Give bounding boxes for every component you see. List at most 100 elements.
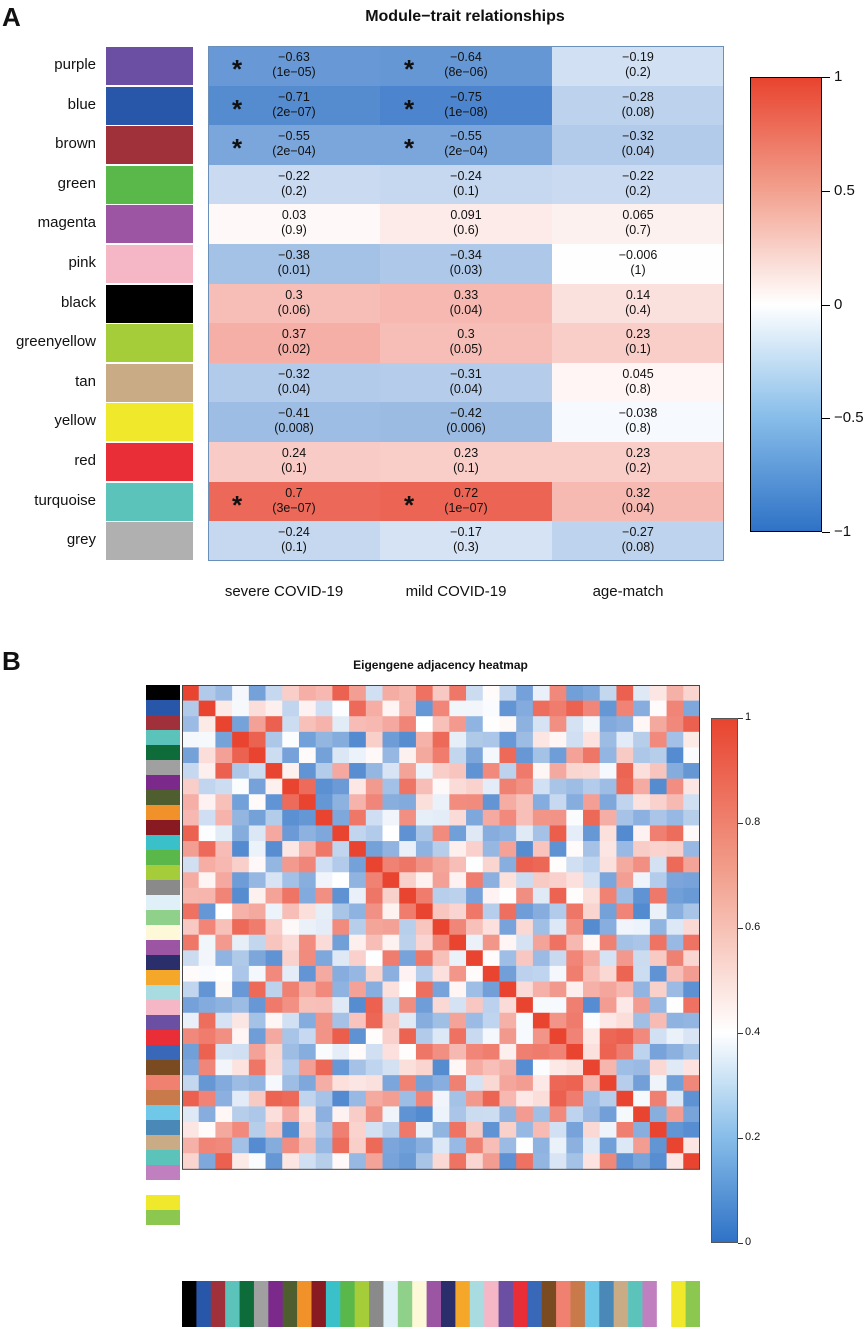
adjacency-cell bbox=[282, 1028, 300, 1045]
adjacency-cell bbox=[566, 1090, 584, 1107]
adjacency-cell bbox=[466, 1090, 484, 1107]
adjacency-cell bbox=[282, 1137, 300, 1154]
adjacency-cell bbox=[382, 716, 400, 733]
adjacency-cell bbox=[382, 919, 400, 936]
adjacency-cell bbox=[583, 981, 601, 998]
adjacency-cell bbox=[599, 747, 617, 764]
adjacency-cell bbox=[265, 997, 283, 1014]
cell-value: 0.37 bbox=[281, 327, 307, 342]
colorbar-tick-label: 0.4 bbox=[745, 1026, 761, 1038]
adjacency-cell bbox=[349, 1121, 367, 1138]
adjacency-cell bbox=[649, 1012, 667, 1029]
cell-pvalue: (0.1) bbox=[453, 461, 479, 475]
adjacency-cell bbox=[349, 1090, 367, 1107]
adjacency-cell bbox=[265, 778, 283, 795]
adjacency-cell bbox=[399, 1153, 417, 1170]
adjacency-cell bbox=[466, 1137, 484, 1154]
adjacency-cell bbox=[232, 965, 250, 982]
adjacency-cell bbox=[232, 903, 250, 920]
adjacency-cell bbox=[399, 981, 417, 998]
adjacency-cell bbox=[449, 763, 467, 779]
adjacency-cell bbox=[415, 1075, 433, 1092]
adjacency-cell bbox=[649, 934, 667, 951]
adjacency-cell bbox=[566, 1075, 584, 1092]
adjacency-cell bbox=[599, 700, 617, 717]
adjacency-cell bbox=[566, 747, 584, 764]
adjacency-cell bbox=[365, 997, 383, 1014]
cell-red-3: 0.23 (0.2) bbox=[552, 442, 724, 483]
adjacency-cell bbox=[683, 1090, 700, 1107]
adjacency-cell bbox=[232, 1075, 250, 1092]
adjacency-cell bbox=[232, 856, 250, 873]
significance-star: * bbox=[232, 93, 243, 124]
adjacency-cell bbox=[549, 1106, 567, 1123]
adjacency-cell bbox=[482, 747, 500, 764]
adjacency-cell bbox=[532, 809, 550, 826]
colorbar-tick-label: 0 bbox=[834, 295, 843, 313]
adjacency-cell bbox=[215, 1153, 233, 1170]
adjacency-cell bbox=[616, 1028, 634, 1045]
adjacency-cell bbox=[349, 887, 367, 904]
cell-blue-2: −0.75 (1e−08) bbox=[380, 85, 552, 126]
adjacency-cell bbox=[683, 1137, 700, 1154]
adjacency-cell bbox=[265, 950, 283, 967]
adjacency-cell bbox=[649, 825, 667, 842]
adjacency-cell bbox=[349, 1043, 367, 1060]
adjacency-cell bbox=[616, 1075, 634, 1092]
adjacency-cell bbox=[399, 1059, 417, 1076]
adjacency-cell bbox=[616, 1043, 634, 1060]
adjacency-cell bbox=[432, 747, 450, 764]
adjacency-cell bbox=[633, 997, 651, 1014]
adjacency-cell bbox=[649, 1153, 667, 1170]
adjacency-cell bbox=[449, 934, 467, 951]
adjacency-cell bbox=[282, 887, 300, 904]
adjacency-cell bbox=[265, 872, 283, 889]
module-color-bar bbox=[426, 1281, 442, 1327]
cell-pvalue: (8e−06) bbox=[444, 65, 488, 79]
adjacency-cell bbox=[182, 997, 200, 1014]
adjacency-cell bbox=[198, 1028, 216, 1045]
adjacency-cell bbox=[415, 763, 433, 779]
adjacency-cell bbox=[198, 778, 216, 795]
adjacency-cell bbox=[415, 1121, 433, 1138]
adjacency-cell bbox=[599, 1121, 617, 1138]
adjacency-cell bbox=[599, 1153, 617, 1170]
adjacency-cell bbox=[315, 731, 333, 748]
adjacency-cell bbox=[332, 919, 350, 936]
row-label-black: black bbox=[60, 293, 96, 311]
adjacency-cell bbox=[532, 934, 550, 951]
colorbar-tick-mark bbox=[738, 1243, 743, 1244]
adjacency-cell bbox=[683, 685, 700, 701]
adjacency-cell bbox=[649, 841, 667, 857]
adjacency-cell bbox=[315, 997, 333, 1014]
module-color-bar bbox=[599, 1281, 614, 1327]
adjacency-cell bbox=[482, 1090, 500, 1107]
adjacency-cell bbox=[466, 950, 484, 967]
adjacency-cell bbox=[215, 763, 233, 779]
adjacency-cell bbox=[633, 1106, 651, 1123]
adjacency-cell bbox=[365, 763, 383, 779]
adjacency-cell bbox=[399, 825, 417, 842]
adjacency-cell bbox=[182, 1153, 200, 1170]
adjacency-cell bbox=[583, 934, 601, 951]
adjacency-cell bbox=[666, 1028, 684, 1045]
adjacency-cell bbox=[466, 1106, 484, 1123]
adjacency-cell bbox=[599, 1028, 617, 1045]
adjacency-cell bbox=[365, 778, 383, 795]
adjacency-cell bbox=[649, 1028, 667, 1045]
cell-turquoise-1: 0.7 (3e−07) bbox=[208, 481, 380, 522]
adjacency-cell bbox=[432, 809, 450, 826]
cell-green-3: −0.22 (0.2) bbox=[552, 164, 724, 205]
adjacency-cell bbox=[215, 1012, 233, 1029]
adjacency-cell bbox=[265, 934, 283, 951]
module-color-bar bbox=[656, 1281, 672, 1327]
column-label-2: mild COVID-19 bbox=[405, 583, 507, 600]
adjacency-cell bbox=[683, 716, 700, 733]
significance-star: * bbox=[232, 489, 243, 520]
cell-pvalue: (0.1) bbox=[625, 342, 651, 357]
module-color-bar bbox=[325, 1281, 341, 1327]
adjacency-cell bbox=[549, 685, 567, 701]
adjacency-cell bbox=[232, 1106, 250, 1123]
adjacency-cell bbox=[449, 1012, 467, 1029]
adjacency-cell bbox=[382, 1059, 400, 1076]
